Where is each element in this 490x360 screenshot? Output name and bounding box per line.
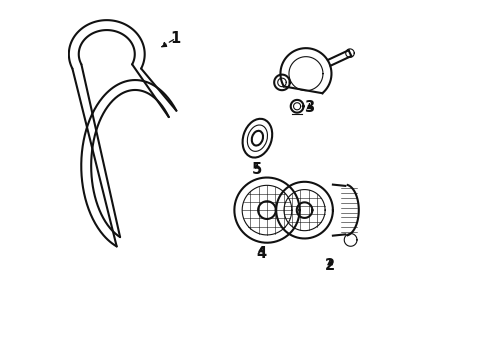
Text: 5: 5 xyxy=(252,162,263,177)
Text: 2: 2 xyxy=(325,258,335,273)
Text: 3: 3 xyxy=(304,100,315,115)
Text: 4: 4 xyxy=(256,246,266,261)
Text: 1: 1 xyxy=(171,31,181,46)
